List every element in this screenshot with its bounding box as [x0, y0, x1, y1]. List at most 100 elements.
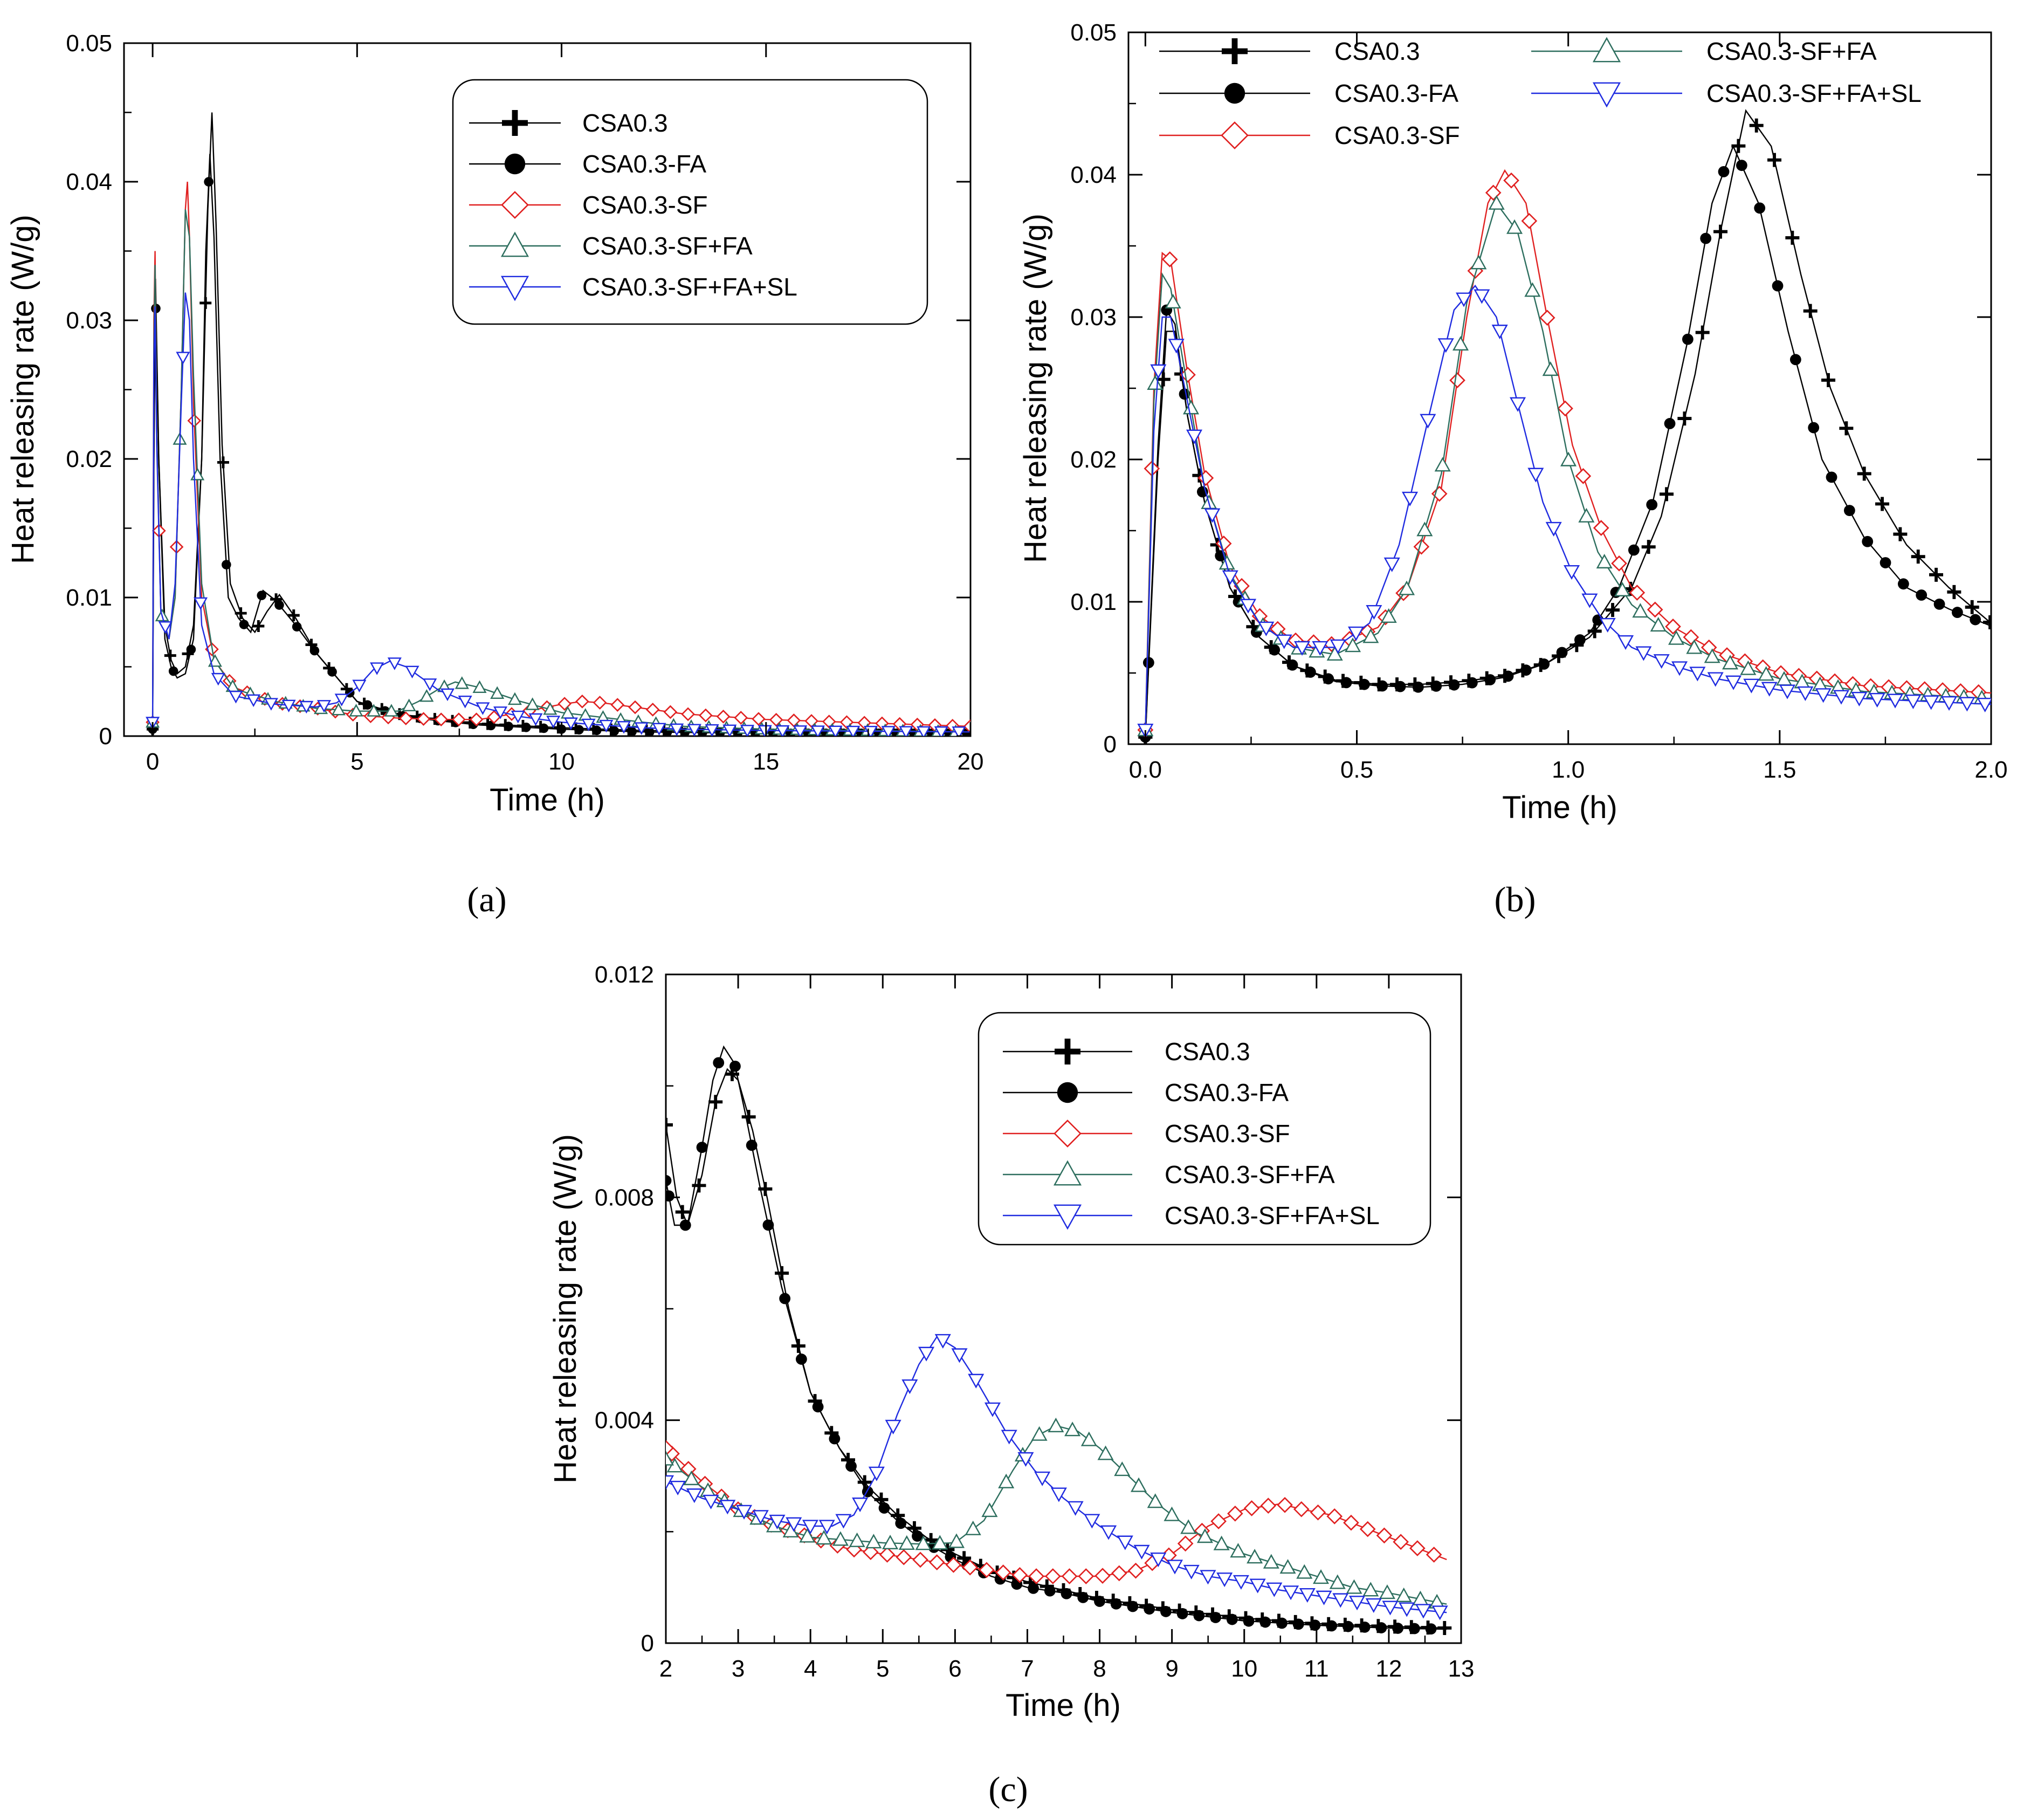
data-point — [1343, 1620, 1354, 1632]
data-point — [1797, 686, 1814, 701]
data-point — [1611, 555, 1627, 572]
data-point — [1383, 557, 1400, 572]
data-point — [1296, 1564, 1313, 1579]
data-point — [1617, 635, 1634, 650]
data-point — [683, 1470, 700, 1486]
data-point — [816, 1530, 832, 1545]
data-point — [292, 622, 302, 632]
legend-label: CSA0.3-SF+FA+SL — [1706, 79, 1922, 107]
legend-item-csa0-3-sf-fa-sl: CSA0.3-SF+FA+SL — [1531, 79, 1922, 108]
data-point — [1150, 364, 1167, 379]
data-point — [962, 1559, 979, 1576]
data-point — [217, 456, 229, 469]
x-tick-label: 3 — [732, 1656, 745, 1682]
legend-item-csa0-3-fa: CSA0.3-FA — [1159, 79, 1458, 107]
data-point — [1449, 372, 1465, 389]
data-point — [1650, 617, 1667, 632]
data-point — [818, 1520, 835, 1535]
data-point — [1575, 468, 1592, 484]
data-point — [1094, 1596, 1105, 1607]
legend-label: CSA0.3 — [582, 109, 668, 137]
data-point — [609, 726, 619, 736]
data-point — [1506, 219, 1523, 234]
data-point — [1050, 1487, 1067, 1502]
data-point — [1839, 421, 1854, 436]
legend-item-csa0-3-fa: CSA0.3-FA — [1003, 1079, 1289, 1107]
data-point — [469, 712, 484, 726]
panel-label: (b) — [1495, 880, 1536, 919]
data-point — [1749, 118, 1764, 133]
data-point — [1210, 1513, 1227, 1529]
data-point — [168, 666, 178, 676]
data-point — [1474, 289, 1490, 304]
filled-circle-icon — [1057, 1082, 1078, 1103]
data-point — [1067, 1501, 1084, 1516]
data-point — [186, 644, 196, 655]
x-tick-label: 0 — [146, 748, 159, 775]
data-point — [1641, 540, 1656, 554]
data-point — [1426, 1547, 1442, 1563]
data-point — [1761, 682, 1778, 697]
data-point — [1399, 1602, 1415, 1617]
x-tick-label: 1.5 — [1763, 757, 1796, 783]
data-point — [543, 702, 557, 715]
data-point — [1034, 1471, 1051, 1486]
data-point — [945, 1557, 962, 1573]
data-point — [1078, 1568, 1094, 1584]
legend-item-csa0-3-sf-fa-sl: CSA0.3-SF+FA+SL — [1003, 1201, 1380, 1230]
data-point — [779, 1293, 791, 1304]
series-csa0-3-sf-fa — [666, 1417, 1447, 1609]
data-point — [1164, 1506, 1180, 1521]
panel-a: 0 5 10 15 20 00.010.020.030.040.05 Time (h) … — [5, 30, 983, 919]
series-line — [1145, 284, 1991, 730]
data-point — [885, 1419, 901, 1434]
data-point — [852, 1498, 869, 1513]
data-point — [1448, 679, 1460, 691]
data-point — [1646, 499, 1658, 511]
x-tick-label: 4 — [804, 1656, 817, 1682]
data-point — [1179, 388, 1190, 400]
data-point — [998, 1473, 1015, 1488]
x-tick-label: 2 — [659, 1656, 672, 1682]
data-point — [804, 714, 818, 728]
data-point — [1399, 580, 1415, 595]
data-point — [1965, 600, 1979, 614]
data-point — [1542, 361, 1559, 376]
data-point — [645, 727, 655, 736]
data-point — [1779, 684, 1796, 699]
legend-item-csa0-3-sf-fa: CSA0.3-SF+FA — [469, 231, 753, 260]
data-point — [1213, 1535, 1230, 1550]
data-point — [222, 560, 231, 569]
data-point — [1130, 1477, 1147, 1492]
data-point — [1304, 667, 1316, 678]
legend-item-csa0-3-fa: CSA0.3-FA — [469, 150, 706, 178]
triangle-down-icon — [500, 276, 529, 301]
data-point — [666, 1118, 673, 1132]
data-point — [835, 1514, 852, 1529]
x-tick-label: 8 — [1093, 1656, 1106, 1682]
data-point — [687, 724, 701, 736]
data-point — [1524, 282, 1541, 297]
data-point — [1392, 1623, 1404, 1634]
legend-label: CSA0.3-FA — [1165, 1079, 1289, 1107]
data-point — [581, 718, 596, 732]
x-axis-label: Time (h) — [1502, 790, 1617, 825]
data-point — [1260, 1498, 1277, 1514]
data-point — [951, 1348, 968, 1363]
data-point — [670, 1480, 686, 1496]
y-tick-label: 0.01 — [66, 585, 112, 611]
data-point — [1599, 617, 1616, 633]
data-point — [1150, 1553, 1167, 1568]
y-axis-label: Heat releasing rate (W/g) — [1018, 214, 1053, 563]
data-point — [1259, 1616, 1271, 1628]
data-point — [1503, 172, 1519, 189]
data-point — [239, 620, 249, 629]
data-point — [1312, 1569, 1330, 1584]
data-point — [1266, 1582, 1283, 1597]
data-point — [1044, 1568, 1061, 1584]
data-point — [1700, 232, 1712, 244]
data-point — [1402, 491, 1419, 506]
data-point — [472, 680, 487, 693]
data-point — [881, 726, 896, 736]
data-point — [1491, 325, 1508, 340]
